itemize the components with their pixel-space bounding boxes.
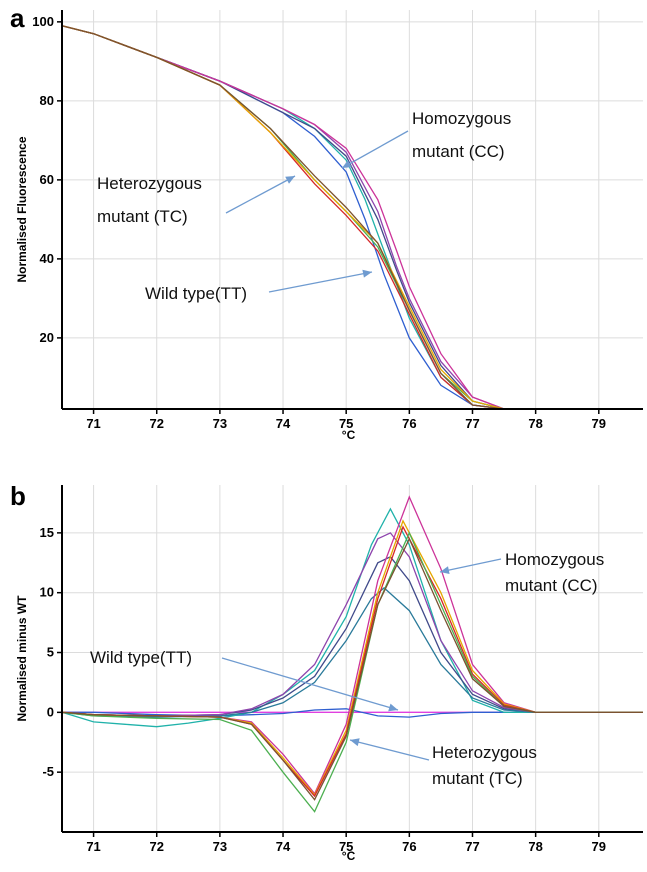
x-tick-label: 76 — [402, 416, 416, 431]
y-tick-label: 80 — [40, 93, 54, 108]
annotation-arrow — [349, 739, 430, 761]
x-tick-label: 79 — [592, 839, 606, 854]
arrowhead-icon — [388, 703, 398, 712]
annotation-het-line: mutant (TC) — [432, 769, 523, 788]
arrowhead-icon — [350, 738, 360, 747]
arrowhead-icon — [440, 566, 450, 574]
series-line-2 — [61, 507, 643, 728]
x-tick-label: 71 — [86, 416, 100, 431]
x-tick-label: 72 — [149, 839, 163, 854]
annotation-homo-line: Homozygous — [505, 550, 604, 569]
y-tick-label: 20 — [40, 330, 54, 345]
series-line-5 — [61, 532, 643, 717]
panel-letter: a — [10, 3, 25, 33]
x-tick-label: 78 — [528, 839, 542, 854]
annotation-homo-line: Homozygous — [412, 109, 511, 128]
x-tick-label: 74 — [276, 416, 291, 431]
plot-area — [62, 10, 643, 409]
annotation-arrow — [225, 175, 296, 214]
annotation-wt-line: Wild type(TT) — [145, 284, 247, 303]
y-tick-label: 100 — [32, 14, 54, 29]
annotation-arrow — [268, 271, 373, 293]
x-tick-label: 73 — [213, 839, 227, 854]
series-line-10 — [61, 537, 643, 801]
x-tick-label: 73 — [213, 416, 227, 431]
annotation-homo-line: mutant (CC) — [505, 576, 598, 595]
annotation-arrow — [439, 558, 502, 573]
x-tick-label: 79 — [592, 416, 606, 431]
x-tick-label: 76 — [402, 839, 416, 854]
panel-a: a 71 72 73 74 75 76 77 78 79 20 40 60 80 100 °C Normalis… — [10, 3, 643, 442]
annotation-het-line: Heterozygous — [432, 743, 537, 762]
annotation-wt-line: Wild type(TT) — [90, 648, 192, 667]
x-tick-label: 74 — [276, 839, 291, 854]
x-tick-label: 77 — [465, 416, 479, 431]
y-tick-label: 5 — [47, 645, 54, 660]
y-tick-label: -5 — [42, 764, 54, 779]
arrowhead-icon — [285, 176, 295, 184]
y-tick-label: 0 — [47, 704, 54, 719]
x-tick-label: 75 — [339, 416, 353, 431]
gridlines — [62, 485, 643, 832]
annotation-het-line: mutant (TC) — [97, 207, 188, 226]
y-tick-label: 40 — [40, 251, 54, 266]
gridlines — [62, 10, 643, 409]
annotation-arrow — [221, 657, 399, 711]
x-tick-label: 75 — [339, 839, 353, 854]
y-tick-label: 10 — [40, 585, 54, 600]
y-axis-title: Normalised Fluorescence — [15, 136, 29, 282]
series-group — [61, 495, 643, 813]
arrowhead-icon — [342, 160, 352, 168]
panel-b: b 71 72 73 74 75 76 77 78 79 15 10 5 0 -5 °C Normalised … — [10, 481, 643, 863]
x-tick-label: 72 — [149, 416, 163, 431]
panel-letter: b — [10, 481, 26, 511]
y-tick-label: 60 — [40, 172, 54, 187]
annotation-homo-line: mutant (CC) — [412, 142, 505, 161]
y-axis-title: Normalised minus WT — [15, 595, 29, 722]
arrowhead-icon — [362, 269, 372, 278]
y-tick-label: 15 — [40, 525, 54, 540]
x-axis-title: °C — [342, 428, 356, 442]
plot-area — [62, 485, 643, 832]
x-tick-label: 78 — [528, 416, 542, 431]
x-tick-label: 77 — [465, 839, 479, 854]
x-axis-title: °C — [342, 849, 356, 863]
annotation-het-line: Heterozygous — [97, 174, 202, 193]
x-tick-label: 71 — [86, 839, 100, 854]
annotation-arrow — [341, 130, 409, 169]
